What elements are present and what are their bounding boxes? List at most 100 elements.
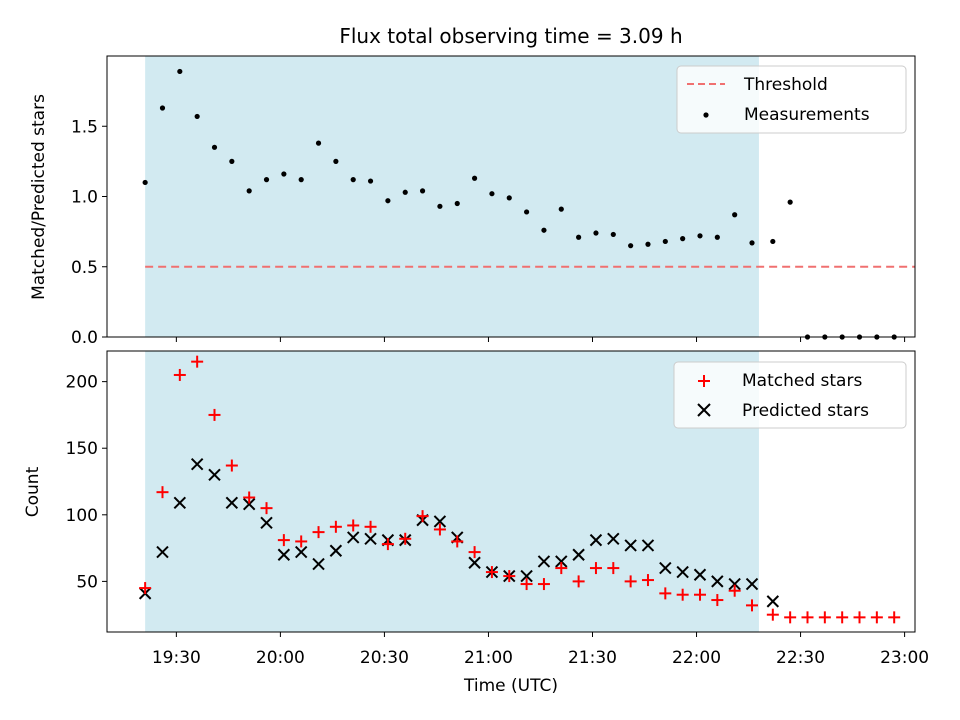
legend-predicted-label: Predicted stars — [742, 401, 869, 421]
predicted-x-stroke — [728, 577, 741, 591]
matched-stars-point — [399, 532, 412, 545]
legend-threshold-label: Threshold — [743, 75, 828, 95]
measurement-point — [194, 113, 200, 120]
matched-stars-point — [818, 611, 831, 624]
predicted-x-stroke — [676, 565, 689, 579]
matched-stars-point — [624, 575, 637, 588]
matched-stars-point — [711, 594, 724, 607]
predicted-x-stroke — [225, 496, 239, 510]
x-tick-label: 23:00 — [880, 648, 929, 668]
measurement-point — [628, 243, 634, 249]
matched-stars-point — [572, 575, 585, 588]
matched-stars-point — [156, 486, 169, 499]
matched-stars-point — [520, 578, 533, 591]
measurement-point — [419, 188, 426, 194]
measurement-point — [246, 188, 252, 194]
predicted-x-stroke — [766, 595, 780, 608]
measurement-point — [211, 144, 218, 150]
top-y-axis-label: Matched/Predicted stars — [29, 94, 49, 300]
predicted-stars-point — [294, 545, 308, 559]
predicted-stars-point — [641, 539, 655, 552]
measurement-point — [732, 212, 738, 218]
measurement-point — [298, 177, 304, 183]
measurement-point — [142, 179, 148, 186]
matched-stars-point — [191, 355, 204, 368]
measurement-point — [558, 206, 564, 212]
measurement-point — [749, 240, 755, 246]
matched-stars-point — [277, 534, 290, 547]
predicted-x-stroke — [294, 545, 308, 559]
matched-stars-point — [801, 611, 814, 624]
measurement-point — [229, 158, 235, 164]
top-legend: Threshold Measurements — [676, 65, 907, 134]
matched-stars-point — [555, 562, 568, 575]
measurement-point — [489, 191, 495, 197]
x-axis-label: Time (UTC) — [463, 676, 558, 696]
predicted-stars-point — [173, 496, 187, 510]
predicted-x-stroke — [260, 516, 273, 530]
measurement-point — [576, 234, 582, 240]
x-tick-label: 22:00 — [672, 648, 721, 668]
matched-stars-point — [659, 587, 672, 600]
predicted-stars-point — [208, 468, 221, 482]
top-axes-frame — [106, 55, 916, 338]
matched-stars-point — [364, 520, 377, 533]
bottom-legend: Matched stars Predicted stars — [673, 361, 907, 429]
measurement-point — [524, 209, 530, 215]
top-panel: 0.0 0.5 1.0 1.5 Matched/Predicted stars Thr… — [29, 55, 916, 348]
matched-stars-point — [485, 566, 498, 579]
matched-stars-point — [537, 578, 550, 591]
matched-stars-point — [607, 562, 620, 575]
predicted-x-stroke — [572, 548, 585, 561]
bottom-axes-frame — [106, 350, 916, 633]
legend-measurements-swatch — [703, 112, 709, 118]
x-tick-label: 22:30 — [776, 648, 825, 668]
predicted-stars-point — [225, 496, 239, 510]
top-y-axis-ticks: 0.0 0.5 1.0 1.5 — [71, 117, 107, 348]
predicted-x-stroke — [190, 457, 204, 471]
measurement-point — [177, 68, 183, 75]
chart-title: Flux total observing time = 3.09 h — [339, 24, 682, 48]
predicted-x-stroke — [277, 548, 291, 561]
bottom-y-axis-ticks: 50 100 150 200 — [66, 373, 107, 592]
predicted-stars-point — [347, 531, 360, 544]
matched-stars-point — [853, 611, 866, 624]
bottom-y-tick-label: 200 — [66, 373, 98, 393]
predicted-stars-point — [711, 575, 724, 588]
x-tick-label: 20:00 — [256, 648, 305, 668]
matched-stars-point — [468, 546, 481, 559]
measurement-point — [350, 177, 356, 183]
predicted-x-stroke — [659, 561, 672, 575]
matched-stars-point — [676, 588, 689, 601]
bottom-x-axis-ticks: 19:30 20:00 20:30 21:00 21:30 22:00 22:30 23:00 — [152, 632, 929, 668]
measurement-point — [787, 199, 793, 205]
matched-stars-point — [451, 535, 464, 548]
top-y-tick-label: 1.0 — [71, 188, 98, 208]
predicted-stars-point — [190, 457, 204, 471]
matched-stars-point — [243, 491, 256, 504]
measurement-point — [645, 241, 651, 247]
predicted-x-stroke — [347, 531, 360, 544]
matched-stars-point — [329, 520, 342, 533]
predicted-x-stroke — [242, 497, 256, 511]
matched-stars-point — [728, 584, 741, 597]
predicted-stars-point — [624, 539, 637, 552]
bottom-y-tick-label: 100 — [66, 506, 98, 526]
predicted-stars-point — [537, 555, 551, 568]
predicted-x-stroke — [468, 556, 481, 569]
measurement-point — [610, 231, 616, 238]
predicted-stars-point — [277, 548, 291, 561]
measurement-point — [662, 238, 668, 245]
matched-stars-point — [641, 574, 654, 587]
matched-stars-point — [503, 570, 516, 583]
predicted-stars-point — [728, 577, 741, 591]
predicted-stars-point — [364, 532, 377, 545]
bottom-y-axis-label: Count — [23, 466, 43, 517]
predicted-x-stroke — [555, 555, 568, 568]
predicted-stars-point — [555, 555, 568, 568]
measurement-point — [770, 238, 776, 245]
predicted-x-stroke — [641, 539, 655, 552]
predicted-stars-point — [676, 565, 689, 579]
measurement-points — [142, 68, 897, 340]
matched-stars-point — [381, 538, 394, 551]
